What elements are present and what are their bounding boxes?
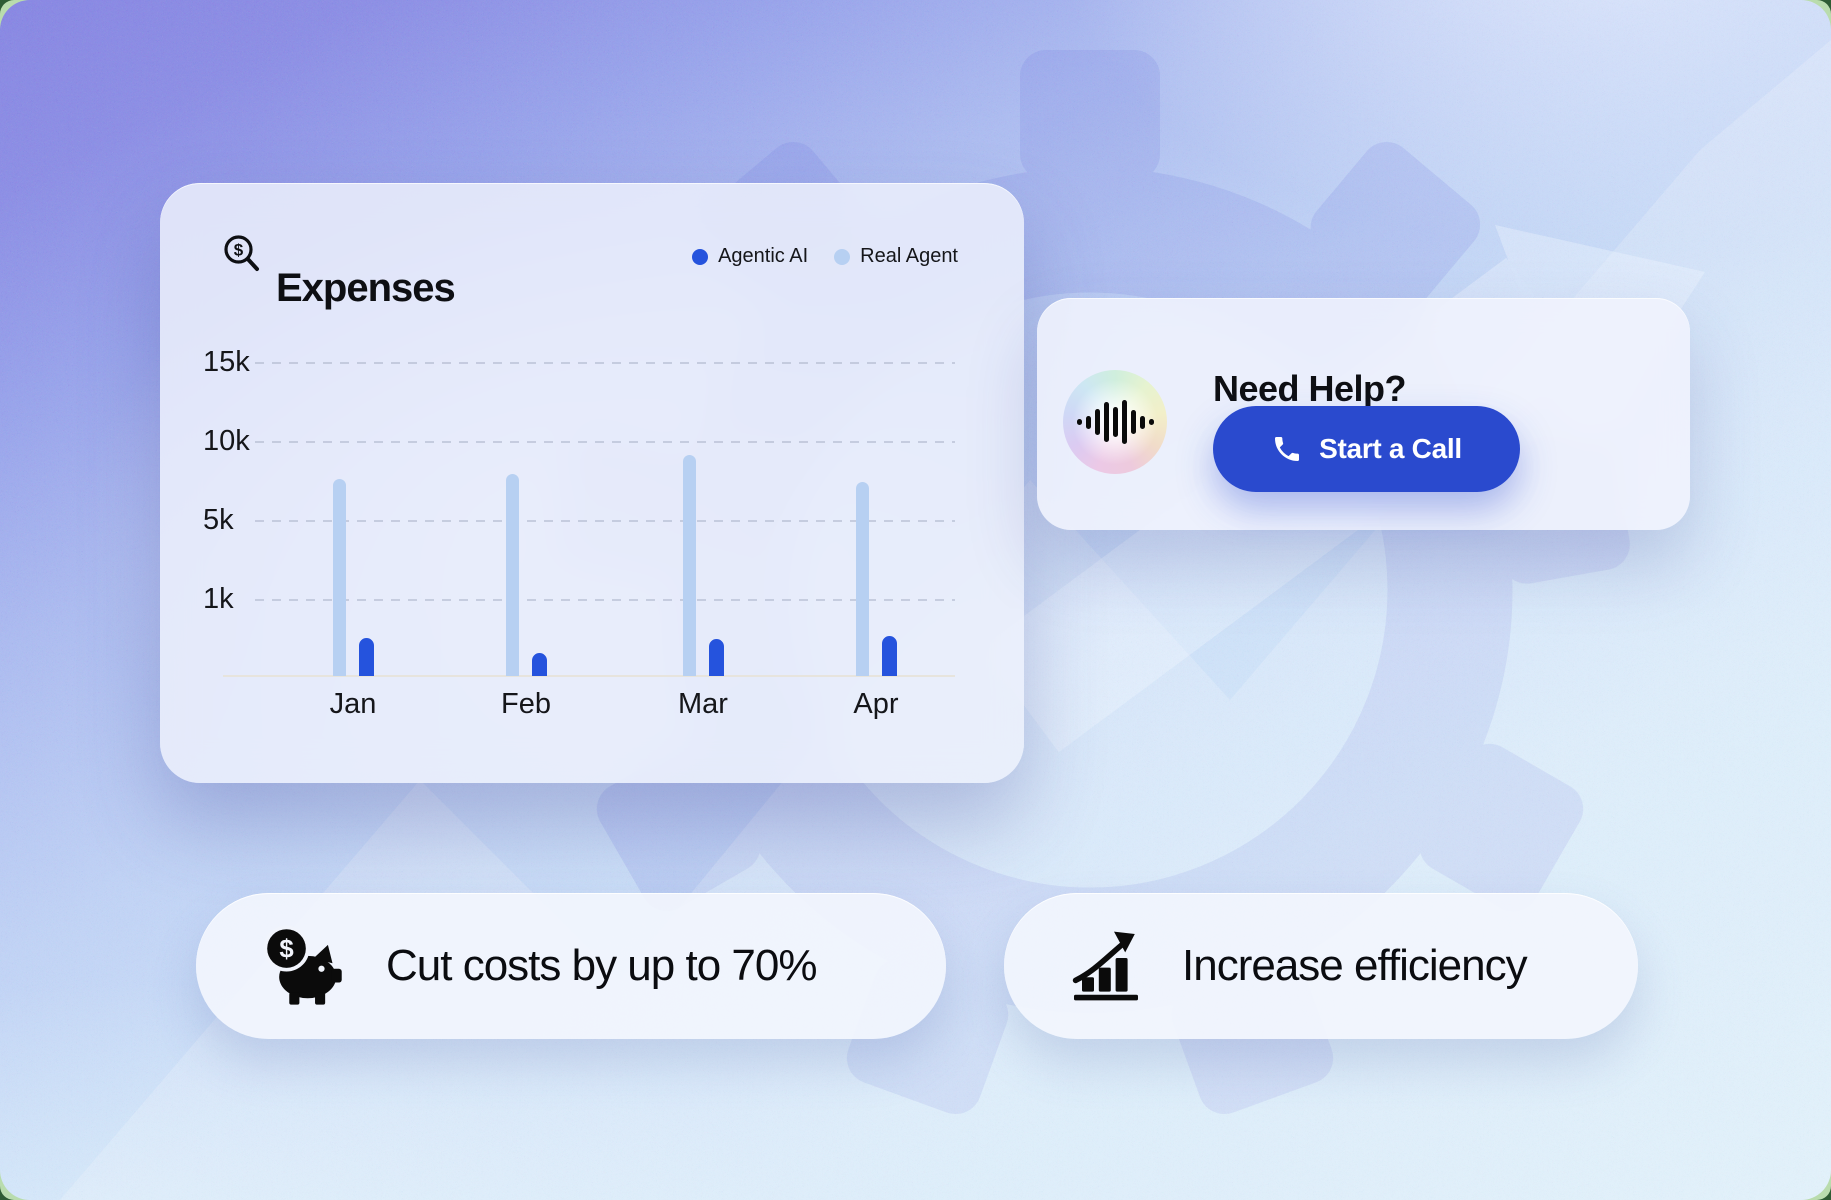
month-label: Jan <box>329 688 377 720</box>
svg-text:$: $ <box>234 241 244 260</box>
y-tick-label: 10k <box>203 425 250 457</box>
gridline <box>255 520 955 522</box>
bar-agentic-ai-mar <box>708 639 724 676</box>
legend-label: Real Agent <box>860 245 958 267</box>
growth-chart-arrow-icon <box>1072 931 1138 1001</box>
month-label: Apr <box>853 688 899 720</box>
y-tick-label: 1k <box>203 583 234 615</box>
month-label: Mar <box>678 688 728 720</box>
plot-area: 15k 10k 5k 1k Jan Feb Mar Apr <box>160 183 1024 783</box>
voice-waveform-orb <box>1063 370 1167 474</box>
chart-title: Expenses <box>276 266 456 311</box>
bar-real-agent-jan <box>332 478 346 676</box>
legend-label: Agentic AI <box>718 245 809 267</box>
piggy-bank-dollar-icon: $ <box>263 925 342 1005</box>
bar-agentic-ai-jan <box>358 637 374 676</box>
help-card: Need Help? Start a Call <box>1037 298 1690 530</box>
x-axis-baseline <box>223 675 955 677</box>
legend-dot <box>692 248 709 265</box>
benefit-label: Increase efficiency <box>1182 941 1528 990</box>
bar-agentic-ai-apr <box>881 635 897 676</box>
phone-icon <box>1275 437 1300 461</box>
gridline <box>255 441 955 443</box>
bar-real-agent-feb <box>505 474 519 676</box>
gridline <box>255 362 955 364</box>
benefit-pill-efficiency: Increase efficiency <box>1004 893 1638 1039</box>
benefit-label: Cut costs by up to 70% <box>386 941 817 990</box>
chart-legend: Agentic AI Real Agent <box>692 245 958 268</box>
help-title: Need Help? <box>1213 368 1407 409</box>
bar-real-agent-mar <box>682 455 696 676</box>
legend-item: Real Agent <box>834 245 958 268</box>
y-tick-label: 5k <box>203 504 234 536</box>
start-call-button[interactable]: Start a Call <box>1213 406 1520 492</box>
bar-real-agent-apr <box>855 482 869 676</box>
month-label: Feb <box>501 688 551 720</box>
start-call-label: Start a Call <box>1319 433 1462 464</box>
gridline <box>255 599 955 601</box>
magnifier-dollar-icon: $ <box>224 235 259 271</box>
bar-agentic-ai-feb <box>531 652 547 676</box>
waveform-icon <box>1076 400 1154 444</box>
legend-item: Agentic AI <box>692 245 808 268</box>
legend-dot <box>834 248 851 265</box>
y-tick-label: 15k <box>203 346 250 378</box>
benefit-pill-cut-costs: $ Cut costs by up to 70% <box>196 893 946 1039</box>
expenses-card: $ Expenses Agentic AI Real Agent 15k 10k 5k… <box>160 183 1024 783</box>
svg-text:$: $ <box>279 936 293 964</box>
